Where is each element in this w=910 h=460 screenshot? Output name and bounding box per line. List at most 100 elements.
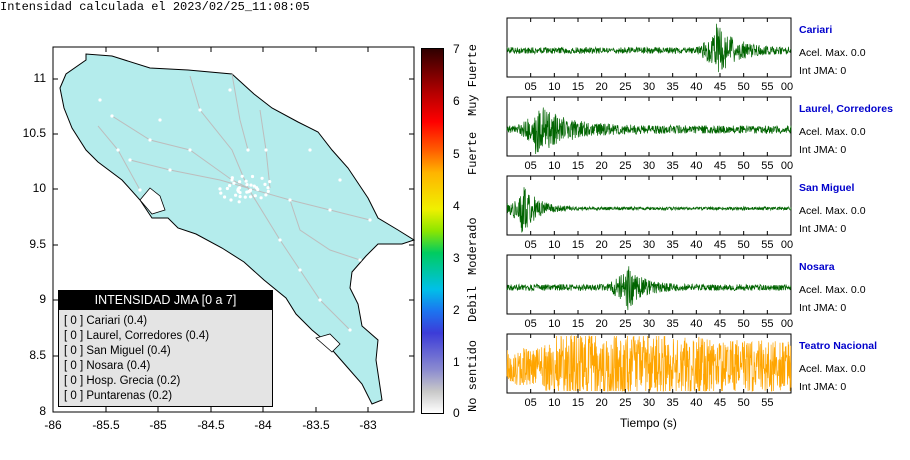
trace-tick-label: 55 (761, 160, 774, 172)
trace-tick-label: 55 (761, 397, 774, 409)
trace-tick-label: 15 (571, 239, 585, 251)
trace-tick-label: 30 (642, 239, 656, 251)
map-x-tick: -85.5 (92, 418, 120, 432)
trace-tick-label: 45 (713, 239, 727, 251)
costa-rica-landmass (59, 53, 416, 405)
trace-tick-label: 50 (737, 81, 750, 93)
trace-tick-label: 15 (571, 397, 585, 409)
trace-tick-label: 20 (595, 397, 608, 409)
legend-row-cariari: [ 0 ] Cariari (0.4) (64, 315, 148, 327)
colorbar-tick: 6 (453, 94, 460, 108)
station-accel: Acel. Max. 0.0 (799, 47, 866, 59)
trace-tick-label: 00 (780, 318, 794, 330)
map-x-tick: -83 (359, 418, 377, 432)
trace-tick-label: 40 (690, 239, 703, 251)
trace-tick-label: 10 (548, 81, 561, 93)
trace-tick-label: 45 (713, 81, 727, 93)
trace-tick-label: 50 (737, 397, 750, 409)
trace-tick-label: 15 (571, 318, 585, 330)
legend-row-grecia: [ 0 ] Hosp. Grecia (0.2) (64, 375, 181, 387)
trace-tick-label: 30 (642, 81, 656, 93)
trace-tick-label: 15 (571, 81, 585, 93)
map-y-tick: 8 (39, 404, 46, 418)
colorbar-tick: 0 (453, 406, 460, 420)
legend-row-nosara: [ 0 ] Nosara (0.4) (64, 360, 151, 372)
station-name: Nosara (799, 261, 835, 273)
trace-tick-label: 45 (713, 160, 727, 172)
trace-tick-label: 15 (571, 160, 585, 172)
colorbar-tick: 2 (453, 303, 460, 317)
station-int: Int JMA: 0 (799, 223, 847, 235)
legend-row-puntarenas: [ 0 ] Puntarenas (0.2) (64, 390, 173, 402)
station-name: Teatro Nacional (799, 340, 877, 352)
station-int: Int JMA: 0 (799, 144, 847, 156)
map-y-tick: 9 (39, 292, 46, 306)
trace-frame (506, 175, 792, 236)
map-x-tick: -84 (254, 418, 272, 432)
trace-tick-label: 40 (690, 81, 703, 93)
trace-tick-label: 45 (713, 318, 727, 330)
trace-tick-label: 10 (548, 239, 561, 251)
station-int: Int JMA: 0 (799, 65, 847, 77)
trace-tick-label: 05 (524, 81, 537, 93)
map-y-tick: 10.5 (22, 126, 46, 140)
station-int: Int JMA: 0 (799, 381, 847, 393)
map-title: Intensidad calculada el 2023/02/25_11:08… (0, 0, 310, 14)
trace-tick-label: 10 (548, 318, 561, 330)
legend-row-laurel: [ 0 ] Laurel, Corredores (0.4) (64, 330, 210, 342)
trace-tick-label: 55 (761, 239, 774, 251)
trace-tick-label: 45 (713, 397, 727, 409)
legend-header: INTENSIDAD JMA [0 a 7] (59, 291, 272, 310)
trace-tick-label: 35 (666, 160, 679, 172)
trace-tick-label: 55 (761, 318, 774, 330)
trace-tick-label: 20 (595, 239, 608, 251)
station-name: Laurel, Corredores (799, 103, 893, 115)
trace-tick-label: 20 (595, 160, 608, 172)
colorbar-tick: 4 (453, 199, 460, 213)
trace-tick-label: 40 (690, 160, 703, 172)
trace-tick-label: 05 (524, 318, 537, 330)
station-name: Cariari (799, 24, 833, 36)
map-x-tick: -83.5 (302, 418, 330, 432)
trace-tick-label: 35 (666, 239, 679, 251)
legend-row-san-miguel: [ 0 ] San Miguel (0.4) (64, 345, 171, 357)
trace-tick-label: 35 (666, 318, 679, 330)
trace-tick-label: 30 (642, 160, 656, 172)
colorbar-tick: 3 (453, 251, 460, 265)
trace-tick-label: 25 (619, 397, 632, 409)
station-accel: Acel. Max. 0.0 (799, 126, 866, 138)
map-x-tick: -84.5 (197, 418, 225, 432)
trace-tick-label: 30 (642, 318, 656, 330)
trace-tick-label: 35 (666, 397, 679, 409)
trace-tick-label: 00 (780, 239, 794, 251)
trace-tick-label: 40 (690, 318, 703, 330)
map-y-tick: 8.5 (29, 348, 46, 362)
x-axis-label: Tiempo (s) (620, 416, 677, 430)
station-int: Int JMA: 0 (799, 302, 847, 314)
map-y-tick: 9.5 (29, 237, 46, 251)
trace-tick-label: 30 (642, 397, 656, 409)
map-x-tick: -85 (149, 418, 167, 432)
colorbar-tick: 1 (453, 355, 460, 369)
trace-tick-label: 25 (619, 81, 632, 93)
trace-tick-label: 50 (737, 239, 750, 251)
trace-tick-label: 25 (619, 318, 632, 330)
trace-tick-label: 40 (690, 397, 703, 409)
trace-line (506, 23, 792, 73)
station-accel: Acel. Max. 0.0 (799, 205, 866, 217)
map-y-tick: 11 (33, 71, 46, 85)
map-x-tick: -86 (44, 418, 62, 432)
trace-tick-label: 05 (524, 397, 537, 409)
trace-tick-label: 20 (595, 81, 608, 93)
trace-tick-label: 05 (524, 239, 537, 251)
map-y-tick: 10 (32, 181, 46, 195)
trace-tick-label: 10 (548, 397, 561, 409)
trace-tick-label: 00 (780, 81, 794, 93)
colorbar-tick: 5 (453, 147, 460, 161)
trace-tick-label: 25 (619, 160, 632, 172)
trace-line (506, 266, 792, 311)
trace-tick-label: 50 (737, 160, 750, 172)
trace-tick-label: 50 (737, 318, 750, 330)
colorbar-tick: 7 (453, 42, 460, 56)
